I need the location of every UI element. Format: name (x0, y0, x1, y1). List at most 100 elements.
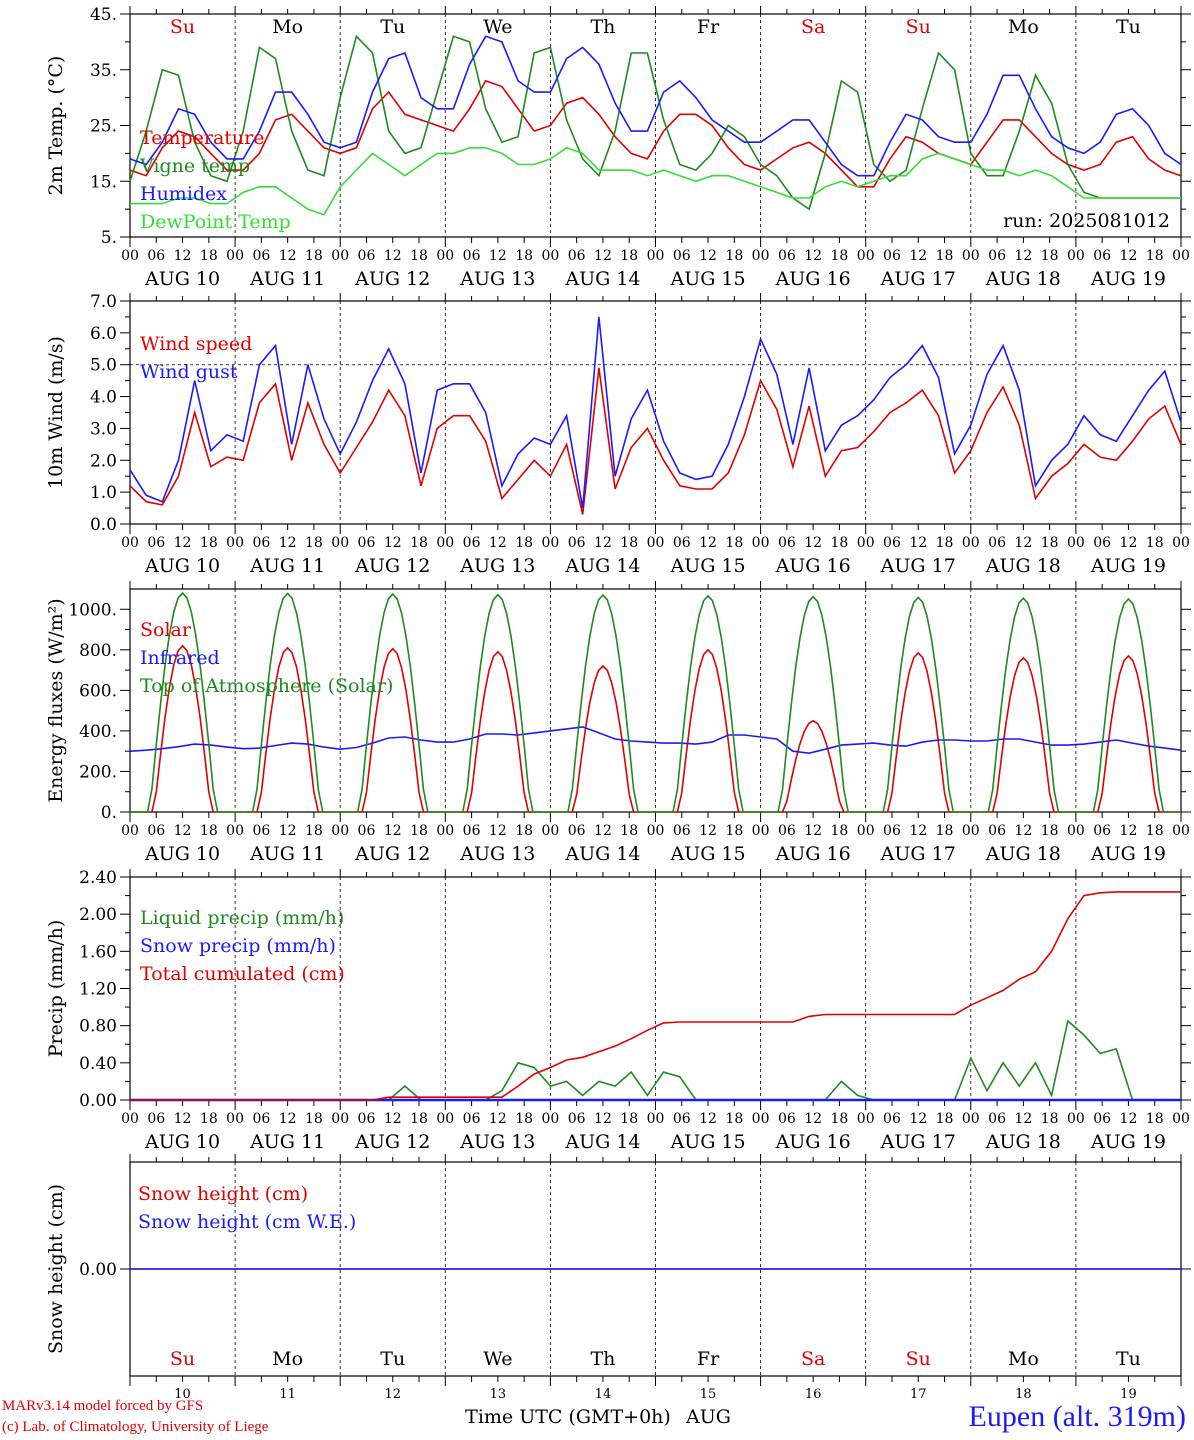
hour-tick-label: 12 (1014, 535, 1032, 551)
hour-tick-label: 12 (1120, 823, 1138, 839)
y-tick-label: 0.40 (79, 1054, 117, 1074)
date-label: AUG 12 (354, 1131, 430, 1153)
hour-tick-label: 00 (752, 823, 770, 839)
hour-tick-label: 18 (936, 248, 954, 264)
hour-tick-label: 00 (121, 535, 139, 551)
panel-frame (129, 588, 1182, 813)
series-line (130, 891, 1181, 1101)
hour-tick-label: 00 (1067, 535, 1085, 551)
hour-tick-label: 12 (804, 248, 822, 264)
hour-tick-label: 06 (568, 535, 586, 551)
series-line (129, 34, 1181, 211)
hour-tick-label: 06 (463, 823, 481, 839)
day-name-top: Mo (272, 16, 303, 38)
hour-tick-label: 06 (778, 823, 796, 839)
date-label: AUG 13 (459, 268, 535, 290)
date-label: AUG 17 (880, 555, 956, 577)
date-label: AUG 13 (459, 1131, 535, 1153)
hour-tick-label: 18 (725, 823, 743, 839)
y-tick-label: 1.20 (79, 980, 117, 1000)
hour-tick-label: 12 (279, 248, 297, 264)
hour-tick-label: 06 (883, 1111, 901, 1127)
y-tick-label: 1.60 (79, 942, 117, 962)
hour-tick-label: 06 (673, 1111, 691, 1127)
legend-entry: Snow precip (mm/h) (140, 935, 336, 957)
hour-tick-label: 18 (410, 248, 428, 264)
y-tick-label: 2.00 (79, 905, 117, 925)
hour-tick-label: 12 (804, 535, 822, 551)
hour-tick-label: 12 (1120, 1111, 1138, 1127)
day-number-label: 18 (1015, 1387, 1032, 1402)
hour-tick-label: 12 (699, 823, 717, 839)
hour-tick-label: 06 (568, 1111, 586, 1127)
day-name-top: Sa (801, 16, 825, 38)
legend-entry: Infrared (140, 647, 220, 669)
hour-tick-label: 00 (436, 535, 454, 551)
x-axis-title: Time UTC (GMT+0h) (465, 1406, 671, 1428)
hour-tick-label: 06 (1093, 1111, 1111, 1127)
hour-tick-label: 06 (252, 535, 270, 551)
legend-entry: Solar (140, 619, 192, 641)
legend-entry: Liquid precip (mm/h) (140, 907, 344, 929)
hour-tick-label: 12 (489, 248, 507, 264)
hour-tick-label: 18 (1146, 823, 1164, 839)
hour-tick-label: 18 (305, 1111, 323, 1127)
legend-entry: Wind speed (140, 333, 252, 355)
y-tick-label: 0.00 (79, 1091, 117, 1111)
model-credit: MARv3.14 model forced by GFS (2, 1398, 204, 1414)
hour-tick-label: 06 (252, 823, 270, 839)
hour-tick-label: 18 (936, 823, 954, 839)
day-name-bottom: Tu (380, 1348, 405, 1370)
day-name-bottom: Su (170, 1348, 195, 1370)
hour-tick-label: 06 (463, 535, 481, 551)
hour-tick-label: 00 (331, 1111, 349, 1127)
hour-tick-label: 18 (515, 535, 533, 551)
y-tick-label: 400. (79, 722, 117, 742)
panel-frame (129, 13, 1182, 238)
hour-tick-label: 06 (883, 535, 901, 551)
hour-tick-label: 06 (1093, 535, 1111, 551)
hour-tick-label: 12 (594, 823, 612, 839)
series-line (129, 367, 1182, 515)
legend-entry: Snow height (cm) (138, 1183, 308, 1205)
date-label: AUG 14 (564, 843, 640, 865)
date-label: AUG 11 (249, 843, 325, 865)
date-label: AUG 10 (144, 268, 220, 290)
hour-tick-label: 12 (384, 823, 402, 839)
date-label: AUG 18 (985, 843, 1061, 865)
hour-tick-label: 18 (620, 535, 638, 551)
date-label: AUG 13 (459, 843, 535, 865)
hour-tick-label: 00 (752, 535, 770, 551)
hour-tick-label: 00 (436, 1111, 454, 1127)
hour-tick-label: 18 (200, 535, 218, 551)
hour-tick-label: 12 (384, 248, 402, 264)
date-label: AUG 10 (144, 1131, 220, 1153)
hour-tick-label: 12 (699, 1111, 717, 1127)
hour-tick-label: 12 (909, 248, 927, 264)
hour-tick-label: 00 (121, 248, 139, 264)
hour-tick-label: 18 (725, 535, 743, 551)
hour-tick-label: 00 (331, 248, 349, 264)
day-number-label: 14 (595, 1387, 612, 1402)
hour-tick-label: 18 (831, 1111, 849, 1127)
date-label: AUG 16 (775, 843, 851, 865)
hour-tick-label: 12 (804, 823, 822, 839)
hour-tick-label: 00 (121, 823, 139, 839)
day-name-bottom: Tu (1116, 1348, 1141, 1370)
hour-tick-label: 12 (909, 823, 927, 839)
y-tick-label: 0.80 (79, 1017, 117, 1037)
date-label: AUG 15 (669, 555, 745, 577)
hour-tick-label: 00 (1067, 823, 1085, 839)
hour-tick-label: 00 (226, 248, 244, 264)
hour-tick-label: 18 (936, 535, 954, 551)
hour-tick-label: 12 (594, 1111, 612, 1127)
hour-tick-label: 06 (358, 1111, 376, 1127)
day-number-label: 10 (174, 1387, 191, 1402)
y-tick-label: 0. (101, 803, 117, 823)
y-tick-label: 2.40 (79, 868, 117, 888)
hour-tick-label: 12 (594, 248, 612, 264)
hour-tick-label: 00 (226, 535, 244, 551)
hour-tick-label: 00 (752, 248, 770, 264)
day-name-top: Su (906, 16, 931, 38)
